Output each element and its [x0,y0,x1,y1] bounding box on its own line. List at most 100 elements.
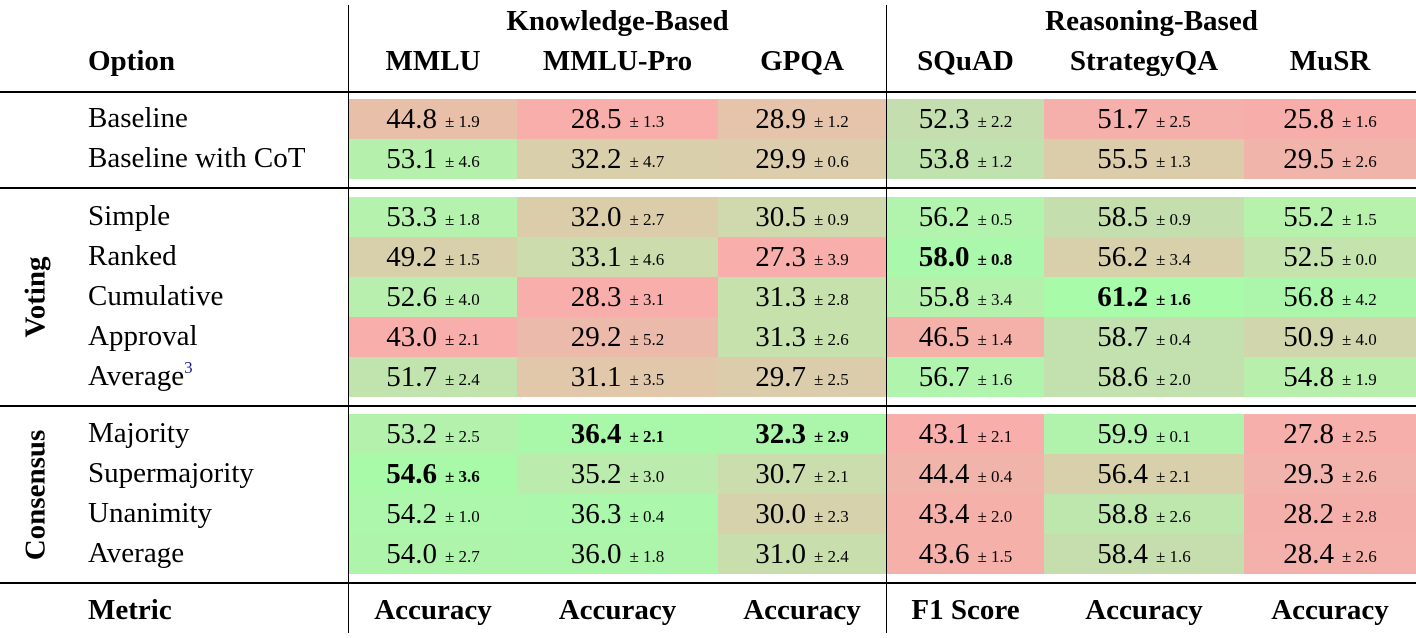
table-cell: 54.2 ± 1.0 [349,494,517,534]
cell-error: ± 3.5 [629,370,665,389]
cell-value: 55.2 [1283,200,1334,233]
row-label-text: Simple [88,200,171,232]
cell-value: 27.3 [755,240,806,273]
cell-error: ± 4.0 [444,290,480,309]
cell-error: ± 2.5 [444,427,480,446]
table-cell: 46.5 ± 1.4 [887,317,1044,357]
cell-value: 53.2 [386,417,437,450]
table-cell: 52.5 ± 0.0 [1244,237,1416,277]
cell-value: 53.1 [386,142,437,175]
table-cell: 61.2 ± 1.6 [1044,277,1244,317]
cell-value: 56.8 [1283,280,1334,313]
cell-error: ± 0.0 [1341,250,1377,269]
row-label-text: Unanimity [88,497,213,529]
cell-error: ± 4.6 [629,250,665,269]
cell-error: ± 0.4 [629,507,665,526]
row-label: Majority [88,419,190,448]
cell-error: ± 2.3 [813,507,849,526]
cell-value: 58.4 [1097,537,1148,570]
cell-value: 55.5 [1097,142,1148,175]
table-cell: 28.2 ± 2.8 [1244,494,1416,534]
cell-value: 61.2 [1097,280,1148,313]
cell-error: ± 2.5 [1155,112,1191,131]
cell-value: 54.0 [386,537,437,570]
cell-error: ± 2.0 [1155,370,1191,389]
cell-error: ± 1.6 [1155,547,1191,566]
option-header: Option [88,45,176,77]
cell-value: 53.3 [386,200,437,233]
cell-error: ± 3.0 [629,467,665,486]
cell-error: ± 1.9 [1341,370,1377,389]
cell-error: ± 2.0 [977,507,1013,526]
cell-error: ± 1.5 [1341,210,1377,229]
cell-value: 56.2 [918,200,970,233]
row-label: Unanimity [88,499,212,528]
table-cell: 56.7 ± 1.6 [887,357,1044,397]
table-cell: 56.2 ± 0.5 [887,197,1044,237]
cell-value: 52.6 [386,280,437,313]
cell-value: 54.6 [386,457,437,490]
table-cell: 36.4 ± 2.1 [517,414,718,454]
cell-error: ± 4.0 [1341,330,1377,349]
cell-value: 51.7 [1097,102,1148,135]
table-cell: 58.6 ± 2.0 [1044,357,1244,397]
cell-error: ± 1.2 [813,112,849,131]
table-cell: 53.8 ± 1.2 [887,139,1044,179]
group-header-reasoning: Reasoning-Based [1045,5,1258,37]
group-header-knowledge: Knowledge-Based [506,5,729,37]
row-label-text: Cumulative [88,280,224,312]
cell-error: ± 0.9 [813,210,849,229]
cell-value: 28.4 [1283,537,1334,570]
table-cell: 56.8 ± 4.2 [1244,277,1416,317]
cell-error: ± 1.0 [444,507,480,526]
cell-value: 33.1 [570,240,622,273]
cell-value: 58.5 [1097,200,1148,233]
column-header-mmlu-pro: MMLU-Pro [542,45,693,77]
cell-error: ± 1.5 [444,250,480,269]
table-cell: 32.2 ± 4.7 [517,139,718,179]
table-cell: 54.8 ± 1.9 [1244,357,1416,397]
cell-error: ± 2.4 [813,547,849,566]
row-label: Cumulative [88,282,223,311]
table-cell: 58.7 ± 0.4 [1044,317,1244,357]
table-cell: 35.2 ± 3.0 [517,454,718,494]
table-cell: 56.2 ± 3.4 [1044,237,1244,277]
cell-value: 51.7 [386,360,437,393]
table-cell: 30.5 ± 0.9 [718,197,886,237]
table-cell: 29.5 ± 2.6 [1244,139,1416,179]
row-label-text: Baseline with CoT [88,142,306,174]
cell-value: 28.3 [570,280,622,313]
cell-error: ± 0.4 [977,467,1013,486]
table-cell: 31.0 ± 2.4 [718,534,886,574]
cell-error: ± 2.1 [813,467,849,486]
cell-error: ± 2.2 [977,112,1013,131]
table-cell: 28.9 ± 1.2 [718,99,886,139]
table-cell: 52.3 ± 2.2 [887,99,1044,139]
table-cell: 33.1 ± 4.6 [517,237,718,277]
table-cell: 58.8 ± 2.6 [1044,494,1244,534]
table-cell: 49.2 ± 1.5 [349,237,517,277]
cell-error: ± 1.6 [1155,290,1191,309]
table-cell: 27.8 ± 2.5 [1244,414,1416,454]
cell-error: ± 2.1 [629,427,665,446]
row-label: Baseline [88,104,188,133]
cell-value: 29.3 [1283,457,1334,490]
table-cell: 51.7 ± 2.4 [349,357,517,397]
cell-value: 29.2 [570,320,622,353]
cell-error: ± 1.8 [629,547,665,566]
row-label-text: Ranked [88,240,177,272]
table-cell: 36.0 ± 1.8 [517,534,718,574]
cell-value: 44.4 [918,457,970,490]
cell-value: 30.5 [755,200,806,233]
cell-value: 56.4 [1097,457,1148,490]
table-cell: 29.9 ± 0.6 [718,139,886,179]
cell-value: 50.9 [1283,320,1334,353]
table-cell: 55.8 ± 3.4 [887,277,1044,317]
cell-value: 31.1 [570,360,622,393]
cell-value: 29.5 [1283,142,1334,175]
cell-value: 44.8 [386,102,437,135]
column-header-strategyqa: StrategyQA [1069,45,1219,77]
cell-value: 36.0 [570,537,622,570]
footnote-marker[interactable]: 3 [184,358,193,377]
section-title-voting: Voting [19,256,52,338]
